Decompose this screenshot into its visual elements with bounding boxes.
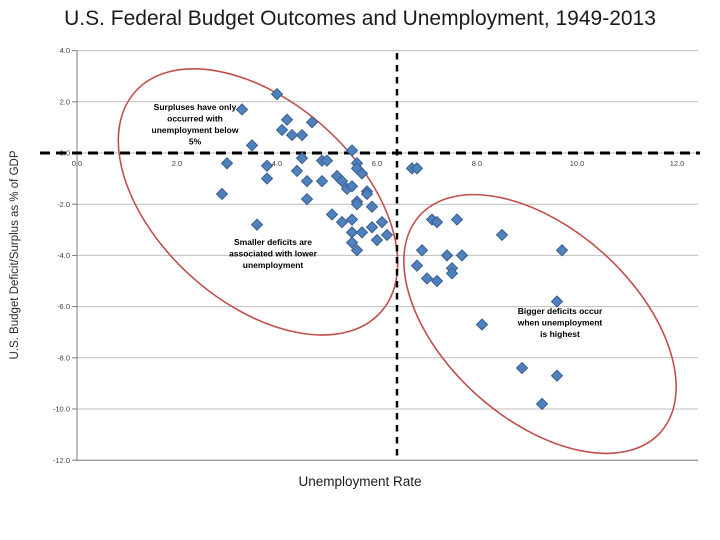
y-tick-label: 2.0 — [60, 97, 70, 106]
data-point — [335, 174, 349, 188]
data-point — [420, 272, 434, 285]
data-point — [275, 123, 289, 137]
data-point — [290, 164, 304, 178]
data-point — [345, 213, 359, 226]
x-tick-labels: 0.0 2.0 4.0 6.0 8.0 10.0 12.0 — [72, 159, 685, 168]
annotation-line: 5% — [189, 137, 202, 147]
data-point — [305, 116, 319, 129]
data-point — [410, 162, 424, 175]
data-point — [345, 180, 359, 193]
data-point — [495, 228, 509, 242]
data-point — [370, 233, 384, 247]
data-point — [280, 113, 294, 126]
data-point — [555, 244, 569, 257]
y-tick-label: -10.0 — [53, 405, 70, 414]
data-point — [250, 218, 264, 231]
data-point — [515, 361, 529, 375]
data-point — [550, 295, 564, 308]
y-tick-label: -2.0 — [57, 200, 70, 209]
data-point — [360, 187, 374, 201]
data-point — [220, 157, 234, 170]
annotation-line: Bigger deficits occur — [518, 306, 603, 316]
data-point — [325, 208, 339, 221]
data-point — [355, 226, 369, 239]
y-tick-label: -12.0 — [53, 456, 70, 465]
y-axis-title: U.S. Budget Deficit/Surplus as % of GDP — [9, 150, 21, 360]
data-point — [260, 172, 274, 185]
data-point — [355, 167, 369, 180]
data-point — [415, 244, 429, 257]
data-point — [380, 228, 394, 242]
low-unemployment-cluster-ellipse — [117, 68, 399, 336]
big-deficit-note-annotation: Bigger deficits occur when unemploymentis… — [517, 306, 603, 339]
y-tick-label: -8.0 — [57, 353, 70, 362]
data-point — [350, 197, 364, 211]
data-point — [365, 200, 379, 213]
gridlines: 4.0 2.0 0.0 -2.0 -4.0 -6.0 -8.0 -10.0 -12.0 — [53, 46, 698, 465]
high-unemployment-cluster-ellipse — [403, 193, 677, 455]
data-point — [295, 151, 309, 165]
annotation-line: occurred with — [167, 114, 223, 124]
data-point — [270, 87, 284, 101]
data-point — [430, 274, 444, 288]
data-point — [445, 267, 459, 280]
data-point — [215, 187, 229, 201]
y-tick-label: -4.0 — [57, 251, 70, 260]
annotation-line: when unemployment — [517, 318, 603, 328]
x-tick-label: 8.0 — [472, 159, 482, 168]
data-point — [535, 397, 549, 411]
x-tick-label: 6.0 — [372, 159, 382, 168]
data-points — [215, 87, 569, 411]
data-point — [375, 215, 389, 229]
data-point — [475, 318, 489, 331]
x-tick-label: 0.0 — [72, 159, 82, 168]
data-point — [335, 215, 349, 229]
data-point — [260, 159, 274, 173]
data-point — [410, 259, 424, 272]
data-point — [455, 249, 469, 262]
annotation-line: is highest — [540, 329, 580, 339]
data-point — [450, 213, 464, 226]
x-tick-label: 4.0 — [272, 159, 282, 168]
small-deficit-note-annotation: Smaller deficits are associated with lowe… — [229, 237, 318, 270]
data-point — [315, 174, 329, 188]
data-point — [235, 103, 249, 116]
x-tick-label: 10.0 — [570, 159, 585, 168]
annotation-line: unemployment below — [152, 125, 239, 135]
annotation-line: associated with lower — [229, 249, 318, 259]
data-point — [345, 144, 359, 157]
data-point — [350, 244, 364, 257]
data-point — [295, 128, 309, 142]
annotation-line: unemployment — [243, 260, 304, 270]
data-point — [365, 221, 379, 234]
x-axis-title: Unemployment Rate — [298, 474, 422, 489]
x-tick-label: 12.0 — [670, 159, 685, 168]
data-point — [320, 154, 334, 167]
chart-title: U.S. Federal Budget Outcomes and Unemplo… — [64, 7, 656, 30]
data-point — [430, 215, 444, 229]
y-tick-label: -6.0 — [57, 302, 70, 311]
data-point — [345, 236, 359, 249]
data-point — [245, 139, 259, 152]
annotation-line: Surpluses have only — [154, 102, 237, 112]
surplus-note-annotation: Surpluses have only occurred withunemploy… — [152, 102, 239, 147]
data-point — [440, 249, 454, 262]
annotation-line: Smaller deficits are — [234, 237, 312, 247]
data-point — [300, 192, 314, 206]
x-tick-label: 2.0 — [172, 159, 182, 168]
data-point — [550, 369, 564, 382]
data-point — [300, 174, 314, 188]
y-tick-label: 4.0 — [60, 46, 70, 55]
data-point — [285, 128, 299, 142]
